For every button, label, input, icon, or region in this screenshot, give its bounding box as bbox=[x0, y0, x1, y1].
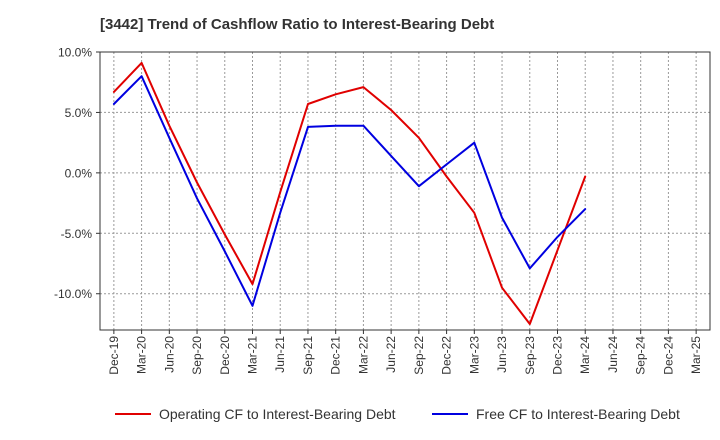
series-line-operating-cf bbox=[112, 61, 587, 325]
y-tick-label: 5.0% bbox=[65, 106, 93, 120]
x-tick-label: Mar-23 bbox=[467, 336, 481, 374]
x-tick-label: Jun-21 bbox=[273, 336, 287, 373]
x-tick-label: Dec-21 bbox=[329, 336, 343, 375]
x-tick-label: Jun-23 bbox=[495, 336, 509, 373]
x-tick-label: Dec-22 bbox=[440, 336, 454, 375]
x-tick-label: Sep-22 bbox=[412, 336, 426, 375]
x-tick-label: Dec-19 bbox=[107, 336, 121, 375]
legend-swatch-operating-cf bbox=[115, 413, 151, 415]
chart-title: [3442] Trend of Cashflow Ratio to Intere… bbox=[100, 16, 495, 33]
y-tick-label: -5.0% bbox=[61, 227, 93, 241]
x-tick-label: Mar-20 bbox=[135, 336, 149, 374]
x-tick-label: Mar-24 bbox=[578, 336, 592, 374]
legend-swatch-free-cf bbox=[432, 413, 468, 415]
x-tick-label: Sep-21 bbox=[301, 336, 315, 375]
y-tick-label: -10.0% bbox=[54, 287, 92, 301]
series-line-free-cf bbox=[112, 75, 587, 307]
x-tick-label: Dec-23 bbox=[551, 336, 565, 375]
legend-item-operating-cf: Operating CF to Interest-Bearing Debt bbox=[115, 404, 396, 424]
x-tick-label: Dec-20 bbox=[218, 336, 232, 375]
x-tick-label: Dec-24 bbox=[661, 336, 675, 375]
x-tick-label: Sep-24 bbox=[634, 336, 648, 375]
x-tick-label: Sep-20 bbox=[190, 336, 204, 375]
legend-label-free-cf: Free CF to Interest-Bearing Debt bbox=[476, 406, 680, 422]
x-tick-label: Sep-23 bbox=[523, 336, 537, 375]
x-tick-label: Mar-22 bbox=[356, 336, 370, 374]
x-tick-label: Jun-24 bbox=[606, 336, 620, 373]
x-tick-label: Jun-22 bbox=[384, 336, 398, 373]
x-tick-label: Mar-25 bbox=[689, 336, 703, 374]
legend-item-free-cf: Free CF to Interest-Bearing Debt bbox=[432, 404, 680, 424]
y-tick-label: 0.0% bbox=[65, 166, 93, 180]
plot-area-border bbox=[99, 51, 711, 331]
x-tick-label: Jun-20 bbox=[162, 336, 176, 373]
legend-label-operating-cf: Operating CF to Interest-Bearing Debt bbox=[159, 406, 396, 422]
y-tick-label: 10.0% bbox=[58, 46, 92, 60]
x-tick-label: Mar-21 bbox=[246, 336, 260, 374]
